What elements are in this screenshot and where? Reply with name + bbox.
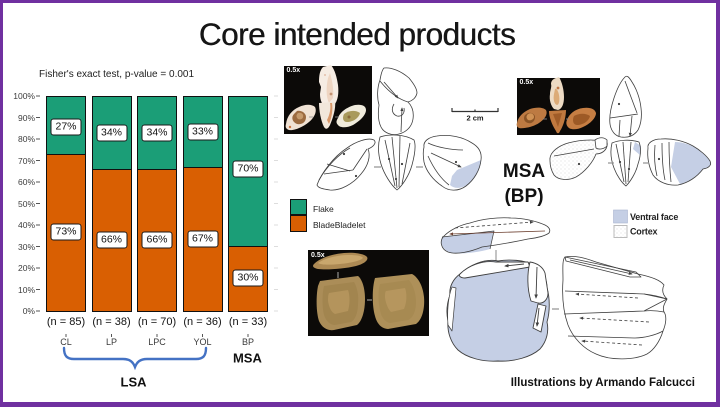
svg-text:2 cm: 2 cm	[466, 114, 483, 123]
svg-text:Cortex: Cortex	[630, 227, 658, 237]
svg-text:Ventral face: Ventral face	[630, 212, 678, 222]
